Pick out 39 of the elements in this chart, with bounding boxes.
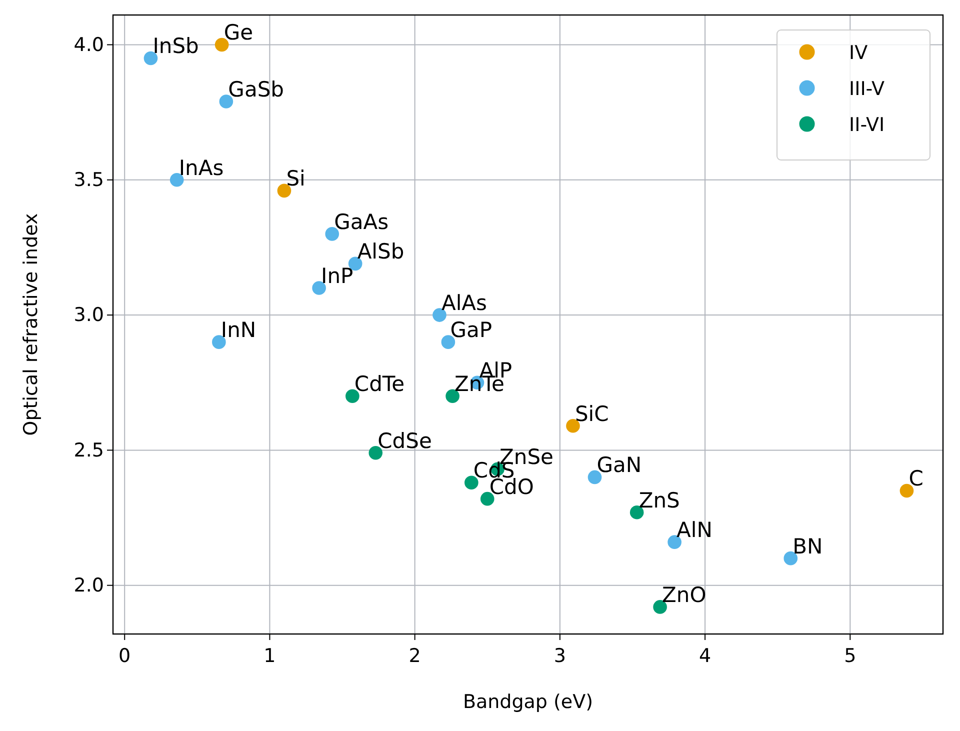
annotation: AlSb [357,240,404,264]
annotation: GaAs [334,210,389,234]
y-tick-label: 2.0 [74,574,104,596]
annotation: C [908,466,924,491]
y-tick-label: 2.5 [74,439,104,462]
annotation: InN [220,318,256,342]
x-tick-label: 0 [118,645,131,667]
legend-label: II-VI [849,114,885,136]
annotation: CdSe [378,428,432,453]
annotation: Si [286,166,306,191]
x-axis-title: Bandgap (eV) [462,691,594,713]
annotation: CdTe [354,372,405,396]
annotation: InP [321,264,354,288]
x-tick-label: 1 [264,645,276,667]
annotation: ZnO [662,582,706,607]
x-tick-label: 4 [698,645,712,667]
legend-label: IV [849,42,868,64]
annotation: GaSb [228,78,284,102]
annotation: SiC [574,402,609,426]
annotation: InSb [152,34,199,58]
point [668,535,682,549]
y-tick-label: 3.5 [74,168,104,191]
point [312,281,326,295]
annotation: Ge [224,20,254,45]
y-tick-label: 3.0 [74,304,104,326]
annotation: GaN [596,453,642,478]
point [212,335,226,349]
annotation: ZnS [638,488,680,512]
annotation: GaP [450,318,492,342]
x-tick-label: 3 [554,645,566,667]
annotation: AlN [676,518,712,542]
x-tick-label: 2 [408,645,421,667]
annotation: InAs [178,156,224,180]
annotation: AlAs [441,291,487,316]
annotation: BN [792,534,823,558]
y-tick-label: 4.0 [74,34,104,56]
legend-label: III-V [849,78,885,100]
y-axis-title: Optical refractive index [20,213,42,436]
x-tick-label: 5 [844,645,856,667]
